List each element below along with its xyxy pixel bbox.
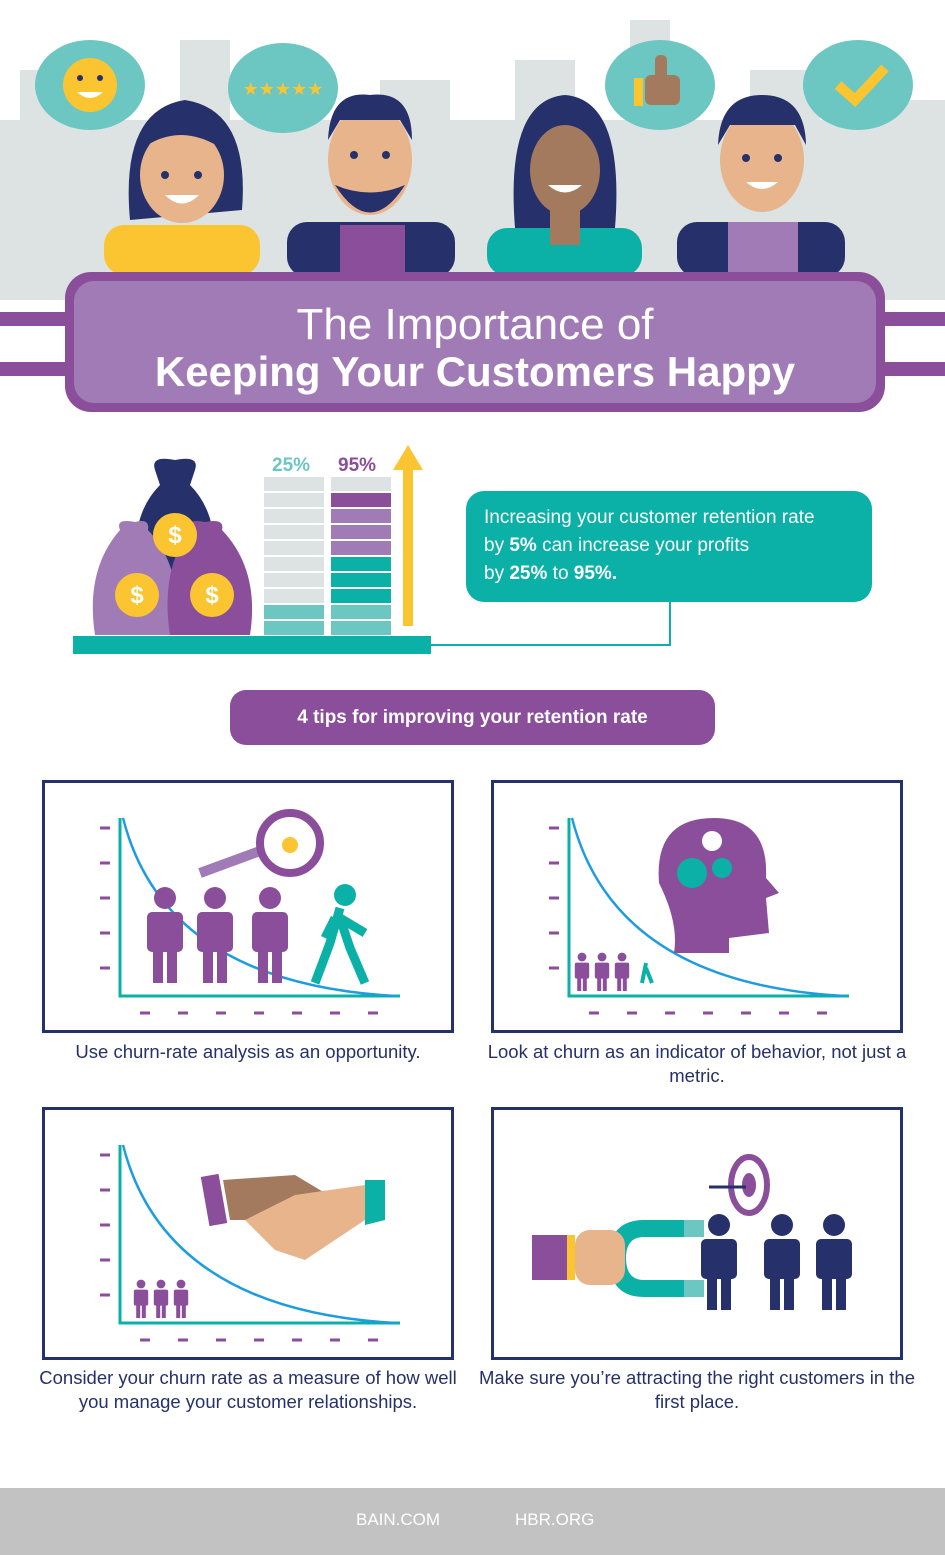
bar-columns [264,477,391,635]
person-woman-yellow [104,100,260,275]
tip-caption: Look at churn as an indicator of behavio… [487,1041,907,1086]
bar-block [264,477,324,491]
churn-handshake-illustration [100,1144,400,1342]
bar-block [264,525,324,539]
svg-text:★★★★★: ★★★★★ [243,79,324,99]
head-gears-icon [658,818,779,953]
footer: BAIN.COM HBR.ORG [0,1488,945,1555]
retention-callout: Increasing your customer retention rate … [466,491,872,602]
bar-block [331,573,391,587]
callout-line: by 25% to 95%. [484,563,618,584]
tip-panel-relationships [42,1107,454,1360]
bar-block [331,589,391,603]
tip-caption: Make sure you’re attracting the right cu… [479,1367,915,1412]
bar-block [264,589,324,603]
speech-bubble-stars: ★★★★★ [228,43,338,133]
bar-block [264,541,324,555]
target-icon [709,1154,770,1216]
bar-block [331,557,391,571]
magnet-illustration [532,1154,852,1310]
person-man-suit [677,95,845,277]
hand-icon [532,1230,625,1285]
chart-axes [100,818,400,1015]
walking-person-icon [310,884,370,985]
tip-caption: Use churn-rate analysis as an opportunit… [75,1041,421,1062]
handshake-icon [200,1173,385,1260]
svg-text:$: $ [205,582,219,609]
title-line2: Keeping Your Customers Happy [154,348,796,395]
speech-bubble-smiley [35,40,145,130]
bar-block [264,493,324,507]
label-95-percent: 95% [338,455,377,476]
magnifier-icon [198,809,324,878]
bar-block [264,573,324,587]
footer-link-hbr[interactable]: HBR.ORG [515,1510,595,1529]
svg-text:$: $ [168,522,182,549]
base-ledge [73,636,431,654]
bar-block [264,557,324,571]
speech-bubble-thumbs-up [605,40,715,130]
bar-block [331,525,391,539]
bar-block [264,509,324,523]
speech-bubble-checkmark [803,40,913,130]
svg-text:$: $ [130,582,144,609]
churn-magnifier-illustration [100,809,400,1015]
hero-illustration: ★★★★★ [0,20,945,300]
bar-block [331,541,391,555]
tip-panel-right-customers [491,1107,903,1360]
people-icon [701,1214,852,1310]
connector-line [431,600,671,646]
person-woman-teal [487,95,642,276]
bar-block [264,605,324,619]
bar-block [331,493,391,507]
bar-block [331,509,391,523]
bar-block [331,621,391,635]
bar-block [264,621,324,635]
tips-heading: 4 tips for improving your retention rate [230,690,715,745]
bar-block [331,477,391,491]
profit-illustration: $ $ $ [73,445,671,654]
chart-axes [100,1145,400,1342]
title-banner: The Importance of Keeping Your Customers… [65,272,885,412]
people-icon [147,887,288,983]
footer-link-bain[interactable]: BAIN.COM [356,1510,441,1529]
people-icon [574,952,630,991]
callout-line: Increasing your customer retention rate [484,507,815,528]
walking-person-icon [640,962,654,984]
money-bags-icon: $ $ $ [92,458,253,635]
person-man-beard [287,94,455,277]
title-line1: The Importance of [296,300,654,349]
magnet-icon [609,1220,704,1297]
label-25-percent: 25% [272,455,311,476]
churn-head-illustration [549,817,849,1015]
chart-axes [549,818,849,1015]
bar-block [331,605,391,619]
callout-line: by 5% can increase your profits [484,535,750,556]
tip-panel-churn-analysis [42,780,454,1033]
tip-panel-churn-behavior [491,780,903,1033]
tip-caption: Consider your churn rate as a measure of… [39,1367,457,1412]
up-arrow-icon [393,445,423,626]
people-icon [133,1279,189,1318]
